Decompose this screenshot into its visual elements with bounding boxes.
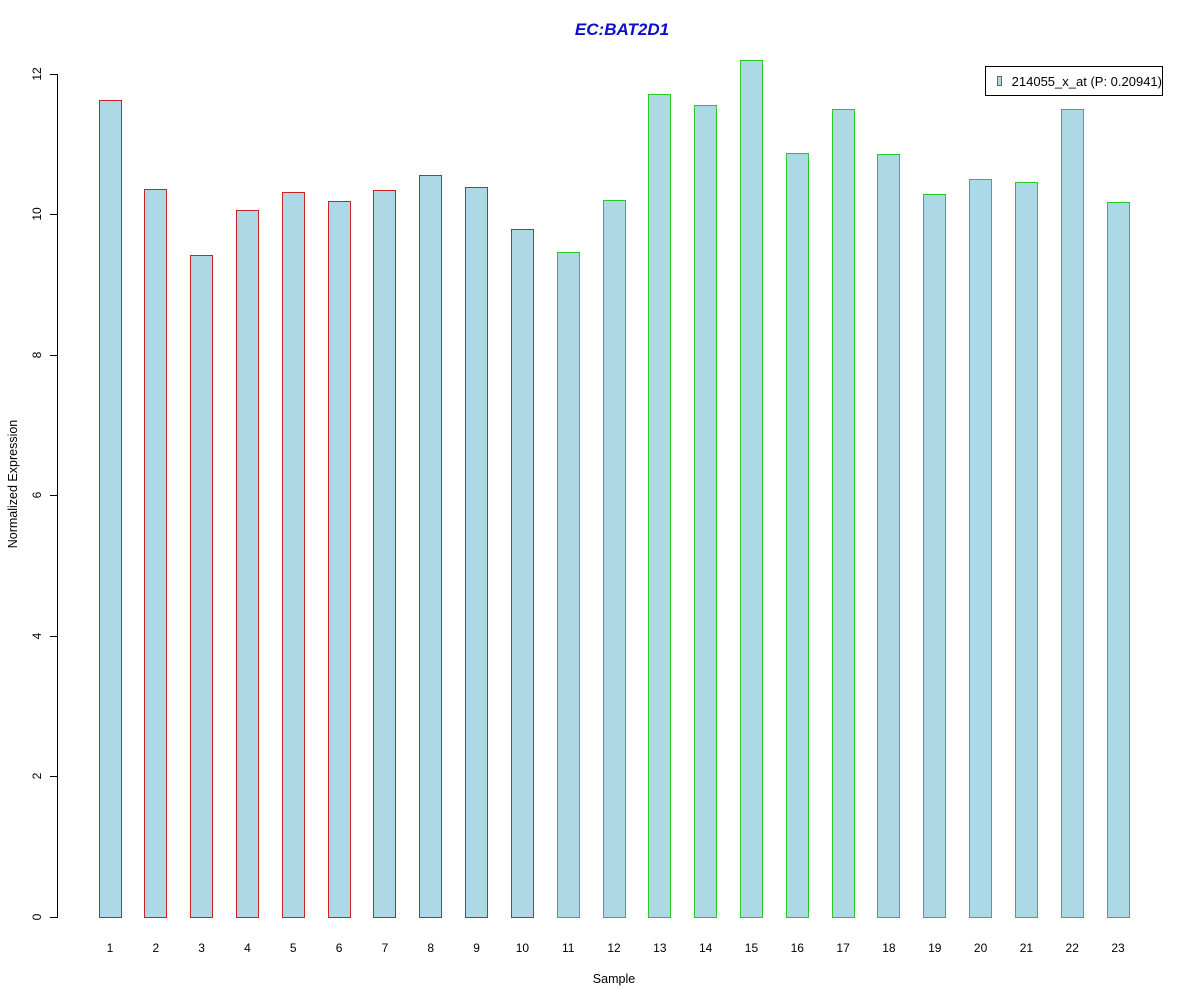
x-tick-label: 11 xyxy=(561,941,575,955)
bar-sample-19 xyxy=(923,194,947,918)
bar-sample-4 xyxy=(235,210,259,918)
legend-swatch-icon xyxy=(997,76,1002,86)
y-tick-mark xyxy=(50,354,57,356)
bar-sample-20 xyxy=(969,179,993,918)
bar-sample-12 xyxy=(602,200,626,918)
y-tick-label: 8 xyxy=(30,351,44,359)
x-tick-label: 6 xyxy=(335,941,343,955)
x-axis-title: Sample xyxy=(592,972,636,986)
x-tick-label: 9 xyxy=(473,941,480,955)
x-tick-label: 21 xyxy=(1019,941,1034,955)
x-tick-label: 2 xyxy=(152,941,160,955)
y-tick-mark xyxy=(50,776,57,778)
y-tick-mark xyxy=(50,214,57,216)
bar-sample-1 xyxy=(98,100,122,918)
y-tick-mark xyxy=(50,73,57,75)
x-tick-label: 22 xyxy=(1065,941,1079,955)
x-tick-label: 23 xyxy=(1111,941,1125,955)
y-tick-label: 12 xyxy=(30,66,44,81)
y-tick-label: 10 xyxy=(30,207,44,221)
bar-sample-13 xyxy=(648,94,672,918)
x-tick-label: 4 xyxy=(244,941,251,955)
x-tick-label: 14 xyxy=(698,941,713,955)
chart-title: EC:BAT2D1 xyxy=(574,20,670,39)
y-tick-mark xyxy=(50,635,57,637)
bar-sample-14 xyxy=(694,105,718,918)
x-tick-label: 15 xyxy=(744,941,759,955)
x-tick-label: 20 xyxy=(973,941,988,955)
x-tick-label: 8 xyxy=(427,941,435,955)
bar-sample-8 xyxy=(419,175,443,918)
bar-sample-2 xyxy=(144,189,168,918)
y-tick-label: 0 xyxy=(30,913,44,921)
bar-sample-7 xyxy=(373,190,397,918)
x-tick-label: 13 xyxy=(653,941,667,955)
y-axis-line xyxy=(57,73,58,918)
bar-sample-3 xyxy=(190,255,214,918)
bar-sample-6 xyxy=(327,201,351,918)
x-tick-label: 19 xyxy=(928,941,942,955)
legend-box: 214055_x_at (P: 0.20941) xyxy=(985,66,1163,96)
x-tick-label: 17 xyxy=(836,941,850,955)
x-tick-label: 10 xyxy=(515,941,530,955)
x-tick-label: 5 xyxy=(289,941,297,955)
x-tick-label: 16 xyxy=(790,941,804,955)
y-tick-label: 6 xyxy=(30,491,44,499)
bar-sample-22 xyxy=(1060,109,1084,918)
bar-sample-23 xyxy=(1106,202,1130,918)
y-tick-mark xyxy=(50,495,57,497)
bar-sample-15 xyxy=(739,60,763,918)
x-tick-label: 18 xyxy=(882,941,896,955)
x-tick-label: 3 xyxy=(198,941,205,955)
x-tick-label: 12 xyxy=(607,941,621,955)
y-tick-label: 4 xyxy=(30,632,44,640)
x-tick-label: 1 xyxy=(106,941,114,955)
y-tick-label: 2 xyxy=(30,773,44,780)
bar-sample-10 xyxy=(510,229,534,918)
bar-sample-5 xyxy=(281,192,305,918)
legend-label: 214055_x_at (P: 0.20941) xyxy=(1011,73,1162,89)
bar-sample-9 xyxy=(465,187,489,918)
y-tick-mark xyxy=(50,917,57,918)
bar-sample-21 xyxy=(1014,182,1038,918)
y-axis-title: Normalized Expression xyxy=(6,419,20,549)
bar-sample-17 xyxy=(831,109,855,918)
bar-sample-11 xyxy=(556,252,580,918)
bar-sample-18 xyxy=(877,154,901,918)
x-tick-label: 7 xyxy=(381,941,389,955)
bar-sample-16 xyxy=(785,153,809,918)
